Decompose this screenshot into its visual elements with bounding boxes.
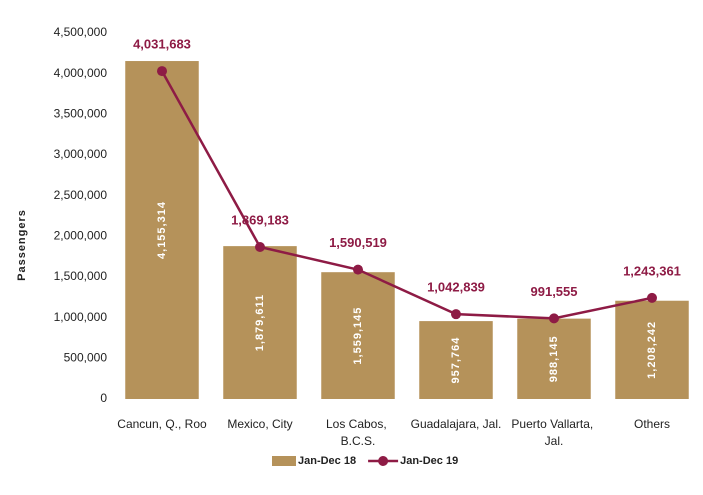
x-tick-label: Mexico, City: [227, 417, 292, 431]
x-tick-label: Cancun, Q., Roo: [117, 417, 207, 431]
y-tick-label: 500,000: [64, 351, 108, 365]
legend-marker: [378, 456, 389, 466]
x-tick-label: Others: [634, 417, 670, 431]
x-tick-line: B.C.S.: [341, 434, 376, 448]
line-value-label: 991,555: [531, 284, 578, 299]
x-tick-line: Puerto Vallarta,: [511, 417, 596, 431]
legend-swatch: [272, 456, 296, 466]
y-tick-label: 1,500,000: [54, 269, 108, 283]
y-tick-label: 4,500,000: [54, 25, 108, 39]
y-tick-label: 0: [100, 391, 107, 405]
line: [160, 70, 653, 320]
line-marker: [255, 241, 265, 252]
line-marker: [549, 313, 559, 324]
bar-value-label: 957,764: [450, 337, 462, 384]
line-marker: [157, 66, 167, 77]
line-value-label: 1,042,839: [427, 280, 485, 295]
bar: [615, 300, 689, 399]
y-tick-label: 2,500,000: [54, 188, 108, 202]
x-tick-label: Puerto Vallarta, Jal.: [511, 417, 596, 448]
line-value-label: 1,243,361: [623, 263, 681, 278]
line-marker: [451, 309, 461, 320]
y-axis-label: Passengers: [16, 209, 28, 281]
x-tick-label: Los Cabos, B.C.S.: [326, 417, 390, 448]
x-tick-label: Guadalajara, Jal.: [411, 417, 502, 431]
legend-label: Jan-Dec 19: [400, 455, 458, 467]
y-tick-label: 1,000,000: [54, 310, 108, 324]
bar-value-label: 1,208,242: [646, 321, 658, 379]
line-value-label: 4,031,683: [133, 37, 191, 52]
line-marker: [353, 264, 363, 275]
line-value-label: 1,590,519: [329, 235, 387, 250]
y-tick-label: 3,500,000: [54, 107, 108, 121]
legend-label: Jan-Dec 18: [298, 455, 356, 467]
y-tick-label: 3,000,000: [54, 147, 108, 161]
bar-value-label: 4,155,314: [156, 201, 168, 259]
line-value-label: 1,869,183: [231, 212, 289, 227]
bar: [223, 246, 297, 399]
x-tick-line: Los Cabos,: [326, 417, 390, 431]
line-marker: [647, 292, 657, 303]
bar: [321, 272, 395, 399]
x-tick-line: Jal.: [545, 434, 564, 448]
bar-value-label: 1,559,145: [352, 307, 364, 365]
bar: [517, 318, 591, 399]
bar: [419, 321, 493, 399]
y-tick-label: 4,000,000: [54, 66, 108, 80]
y-tick-label: 2,000,000: [54, 229, 108, 243]
bar-value-label: 1,879,611: [254, 294, 266, 351]
bar-value-label: 988,145: [548, 335, 560, 382]
